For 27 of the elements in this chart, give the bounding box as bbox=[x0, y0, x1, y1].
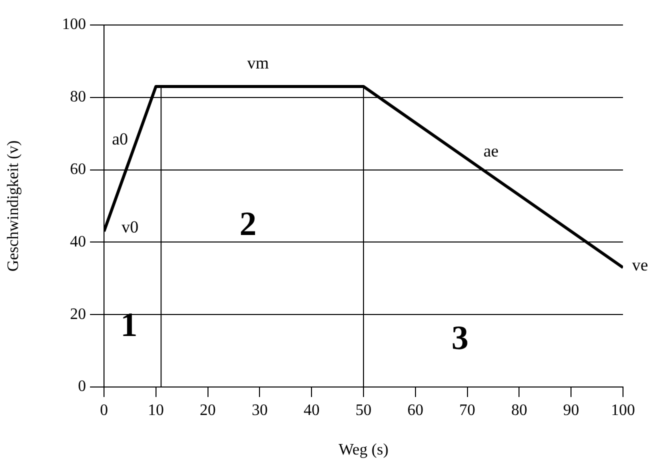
annotation: v0 bbox=[122, 217, 138, 236]
y-tick-label: 0 bbox=[78, 378, 86, 396]
y-tick-label: 60 bbox=[70, 161, 86, 178]
x-tick-label: 70 bbox=[459, 402, 476, 419]
x-tick-label: 40 bbox=[304, 402, 320, 419]
x-tick-label: 100 bbox=[611, 402, 635, 419]
annotation: vm bbox=[247, 53, 269, 72]
y-tick-label: 100 bbox=[62, 16, 86, 34]
x-tick-label: 20 bbox=[200, 402, 216, 419]
y-tick-label: 40 bbox=[70, 233, 86, 250]
annotation: 1 bbox=[120, 306, 138, 344]
annotation: 3 bbox=[452, 320, 468, 357]
x-tick-label: 30 bbox=[252, 402, 268, 419]
x-tick-label: 90 bbox=[563, 402, 580, 419]
annotation: ae bbox=[483, 141, 499, 160]
y-axis-title: Geschwindigkeit (v) bbox=[4, 140, 22, 272]
y-tick-label: 80 bbox=[70, 88, 86, 106]
annotation: a0 bbox=[112, 129, 128, 148]
y-tick-label: 20 bbox=[70, 306, 86, 323]
x-tick-label: 10 bbox=[148, 402, 164, 419]
annotation: 2 bbox=[240, 206, 256, 243]
x-axis-title: Weg (s) bbox=[338, 442, 388, 459]
x-tick-label: 50 bbox=[356, 402, 372, 419]
text: ve bbox=[632, 255, 648, 274]
x-tick-label: 60 bbox=[407, 402, 424, 419]
x-tick-label: 0 bbox=[100, 402, 108, 419]
x-tick-label: 80 bbox=[511, 402, 528, 419]
